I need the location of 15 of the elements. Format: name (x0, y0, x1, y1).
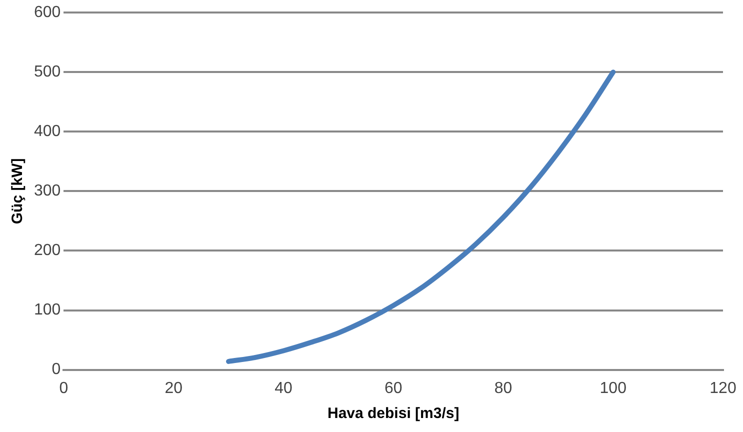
x-tick-label: 100 (600, 380, 627, 397)
y-tick-label: 600 (34, 4, 61, 22)
y-axis-title: Güç [kW] (9, 158, 26, 224)
x-tick-label: 80 (494, 380, 512, 397)
y-tick-label: 400 (34, 123, 61, 140)
x-tick-label: 40 (274, 380, 292, 397)
y-tick-label: 300 (34, 182, 61, 200)
y-tick-label: 500 (34, 64, 61, 81)
x-tick-label: 120 (710, 380, 736, 397)
x-tick-label: 20 (164, 380, 183, 397)
x-axis-title: Hava debisi [m3/s] (327, 405, 460, 422)
y-tick-label: 0 (52, 361, 61, 378)
y-tick-label: 200 (34, 242, 61, 260)
y-tick-label: 100 (34, 302, 61, 319)
x-tick-label: 60 (384, 380, 402, 397)
